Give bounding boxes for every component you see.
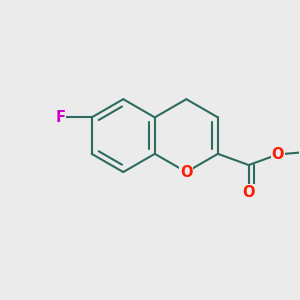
Text: O: O xyxy=(180,165,193,180)
Text: O: O xyxy=(242,185,255,200)
Text: F: F xyxy=(56,110,66,125)
Text: O: O xyxy=(272,147,284,162)
